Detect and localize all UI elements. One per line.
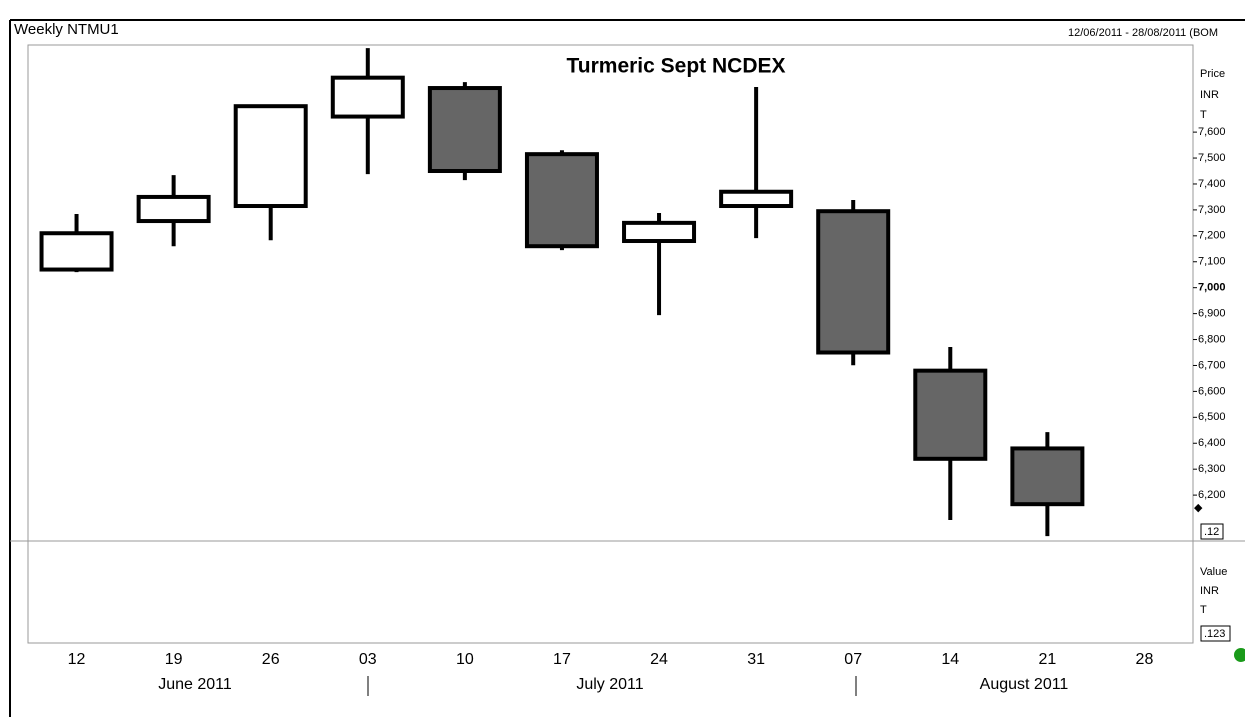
plot-border <box>27 44 1194 644</box>
candle-body <box>136 194 211 224</box>
last-marker: ◆ <box>1194 502 1203 514</box>
axis-label: Price <box>1200 68 1225 80</box>
y-tick-label: 6,500 <box>1198 411 1226 423</box>
y-tick-label: 6,600 <box>1198 385 1226 397</box>
x-tick-label: 03 <box>359 651 377 668</box>
last-value: .123 <box>1204 628 1225 640</box>
candle-body <box>1010 446 1085 507</box>
candle-body <box>39 231 114 272</box>
header-range: 12/06/2011 - 28/08/2011 (BOM <box>1068 27 1218 39</box>
month-label: August 2011 <box>980 676 1069 693</box>
y-tick-label: 6,300 <box>1198 463 1226 475</box>
axis-unit: INR <box>1200 89 1219 101</box>
x-tick-label: 07 <box>844 651 862 668</box>
y-tick-label: 6,900 <box>1198 308 1226 320</box>
y-tick-label: 7,200 <box>1198 230 1226 242</box>
y-tick-label: 7,100 <box>1198 256 1226 268</box>
axis-mode: T <box>1200 604 1207 616</box>
x-tick-label: 17 <box>553 651 571 668</box>
last-value: .12 <box>1204 526 1219 538</box>
y-tick-label: 7,600 <box>1198 126 1226 138</box>
candle-body <box>330 75 405 119</box>
x-tick-label: 28 <box>1136 651 1154 668</box>
candle-body <box>427 86 502 174</box>
y-tick-label: 7,000 <box>1198 282 1226 294</box>
y-tick-label: 7,400 <box>1198 178 1226 190</box>
chart-title: Turmeric Sept NCDEX <box>567 55 786 78</box>
x-tick-label: 14 <box>941 651 959 668</box>
status-dot <box>1234 648 1245 662</box>
y-tick-label: 6,800 <box>1198 333 1226 345</box>
axis-mode: T <box>1200 109 1207 121</box>
candle-body <box>816 209 891 355</box>
x-tick-label: 26 <box>262 651 280 668</box>
month-label: June 2011 <box>158 676 232 693</box>
candle-body <box>524 152 599 249</box>
y-tick-label: 7,300 <box>1198 204 1226 216</box>
candle-body <box>719 189 794 209</box>
last-box <box>1200 625 1231 642</box>
y-tick-label: 7,500 <box>1198 152 1226 164</box>
candle-body <box>233 104 308 209</box>
axis-label: Value <box>1200 566 1227 578</box>
x-tick-label: 31 <box>747 651 765 668</box>
header-title: Weekly NTMU1 <box>14 21 119 38</box>
y-tick-label: 6,200 <box>1198 489 1226 501</box>
last-box <box>1200 523 1224 540</box>
y-tick-label: 6,700 <box>1198 359 1226 371</box>
axis-unit: INR <box>1200 585 1219 597</box>
candle-body <box>622 220 697 244</box>
x-tick-label: 19 <box>165 651 183 668</box>
x-tick-label: 24 <box>650 651 668 668</box>
x-tick-label: 21 <box>1038 651 1056 668</box>
x-tick-label: 10 <box>456 651 474 668</box>
month-label: July 2011 <box>576 676 643 693</box>
y-tick-label: 6,400 <box>1198 437 1226 449</box>
candle-body <box>913 368 988 461</box>
x-tick-label: 12 <box>68 651 86 668</box>
